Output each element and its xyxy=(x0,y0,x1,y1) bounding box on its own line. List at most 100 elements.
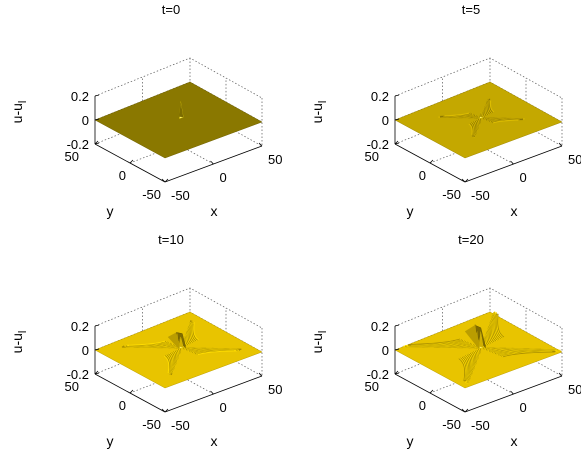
y-axis-label: y xyxy=(407,433,414,449)
ripple-line xyxy=(461,356,468,382)
y-tick-label: 0 xyxy=(119,168,126,183)
y-tick xyxy=(464,178,469,183)
z-tick-label: 0.2 xyxy=(71,319,89,334)
z-axis-label: u-ul xyxy=(309,101,329,124)
ripple-line xyxy=(197,350,237,356)
surface-ridge-light xyxy=(167,332,180,350)
x-tick-label: 0 xyxy=(220,170,227,185)
y-tick-label: 50 xyxy=(65,379,79,394)
x-tick-label: 50 xyxy=(268,152,282,167)
y-tick xyxy=(164,178,169,183)
z-axis-label-main: u-u xyxy=(9,333,25,353)
z-tick-label: -0.2 xyxy=(367,367,389,382)
y-tick xyxy=(94,140,99,145)
surface-ripples xyxy=(121,320,242,376)
x-tick-label: 50 xyxy=(568,152,581,167)
y-tick xyxy=(129,389,134,394)
y-tick-label: -50 xyxy=(142,417,161,432)
ripple-line xyxy=(493,119,519,124)
z-tick xyxy=(394,324,400,327)
z-axis-label-main: u-u xyxy=(309,103,325,123)
z-tick-label: 0 xyxy=(382,113,389,128)
surface-peak-shade xyxy=(479,112,484,118)
ripple-line xyxy=(193,322,199,341)
x-tick xyxy=(558,372,563,377)
z-tick xyxy=(94,324,100,327)
x-axis-label: x xyxy=(211,203,218,219)
ripple-line xyxy=(496,315,504,338)
x-tick xyxy=(210,160,214,165)
z-tick xyxy=(394,118,400,121)
y-axis-label: y xyxy=(407,203,414,219)
ripple-line xyxy=(489,100,495,113)
y-tick xyxy=(394,370,399,375)
chart-title: t=5 xyxy=(462,2,480,17)
y-tick-label: 0 xyxy=(119,398,126,413)
chart-title: t=10 xyxy=(158,232,184,247)
z-tick-label: 0 xyxy=(82,113,89,128)
ripple-line xyxy=(496,313,503,339)
z-axis-label-subscript: l xyxy=(317,101,329,103)
z-tick-label: -0.2 xyxy=(67,137,89,152)
x-tick xyxy=(161,178,166,183)
y-tick-label: -50 xyxy=(442,187,461,202)
y-axis-label: y xyxy=(107,203,114,219)
z-tick xyxy=(94,94,100,97)
x-tick xyxy=(461,408,466,413)
y-tick-label: 50 xyxy=(365,149,379,164)
ripple-line xyxy=(163,355,170,374)
x-tick xyxy=(258,372,263,377)
ripple-line xyxy=(468,123,473,135)
y-tick xyxy=(464,408,469,413)
y-tick xyxy=(429,159,434,164)
y-tick-label: -50 xyxy=(142,187,161,202)
x-axis-label: x xyxy=(211,433,218,449)
x-tick xyxy=(210,390,214,395)
y-tick xyxy=(129,159,134,164)
y-tick xyxy=(429,389,434,394)
ripple-line xyxy=(497,313,505,338)
surface-peak-shade xyxy=(179,101,184,118)
x-tick xyxy=(258,142,263,147)
surface-ripples xyxy=(403,311,561,384)
ripple-line xyxy=(408,338,461,345)
x-tick-label: -50 xyxy=(171,418,190,433)
z-tick-label: 0 xyxy=(382,343,389,358)
y-tick xyxy=(94,370,99,375)
ripple-line xyxy=(444,112,470,117)
z-axis-label-main: u-u xyxy=(9,103,25,123)
y-tick xyxy=(164,408,169,413)
x-tick-label: -50 xyxy=(471,188,490,203)
y-tick-label: 0 xyxy=(419,168,426,183)
x-tick-label: 0 xyxy=(520,170,527,185)
z-tick xyxy=(94,118,100,121)
z-tick-label: 0 xyxy=(82,343,89,358)
z-axis-label-subscript: l xyxy=(17,101,29,103)
z-tick-label: 0.2 xyxy=(71,89,89,104)
x-tick xyxy=(161,408,166,413)
x-tick xyxy=(558,142,563,147)
z-tick xyxy=(94,348,100,351)
z-axis-label: u-ul xyxy=(9,101,29,124)
ripple-line xyxy=(495,314,502,339)
surface-peak-shade xyxy=(179,336,184,348)
chart-title: t=0 xyxy=(162,2,180,17)
x-tick-label: -50 xyxy=(171,188,190,203)
x-tick-label: 50 xyxy=(268,382,282,397)
x-tick-label: 0 xyxy=(520,400,527,415)
ripple-line xyxy=(494,313,502,339)
surface-peak-shade xyxy=(479,331,484,348)
chart-title: t=20 xyxy=(458,232,484,247)
surface xyxy=(94,81,263,159)
ripple-line xyxy=(126,340,166,346)
y-tick-label: 50 xyxy=(365,379,379,394)
z-axis-label: u-ul xyxy=(309,331,329,354)
ripple-line xyxy=(458,358,466,382)
x-tick-label: -50 xyxy=(471,418,490,433)
ripple-line xyxy=(164,355,170,372)
y-tick-label: -50 xyxy=(442,417,461,432)
y-axis-label: y xyxy=(107,433,114,449)
